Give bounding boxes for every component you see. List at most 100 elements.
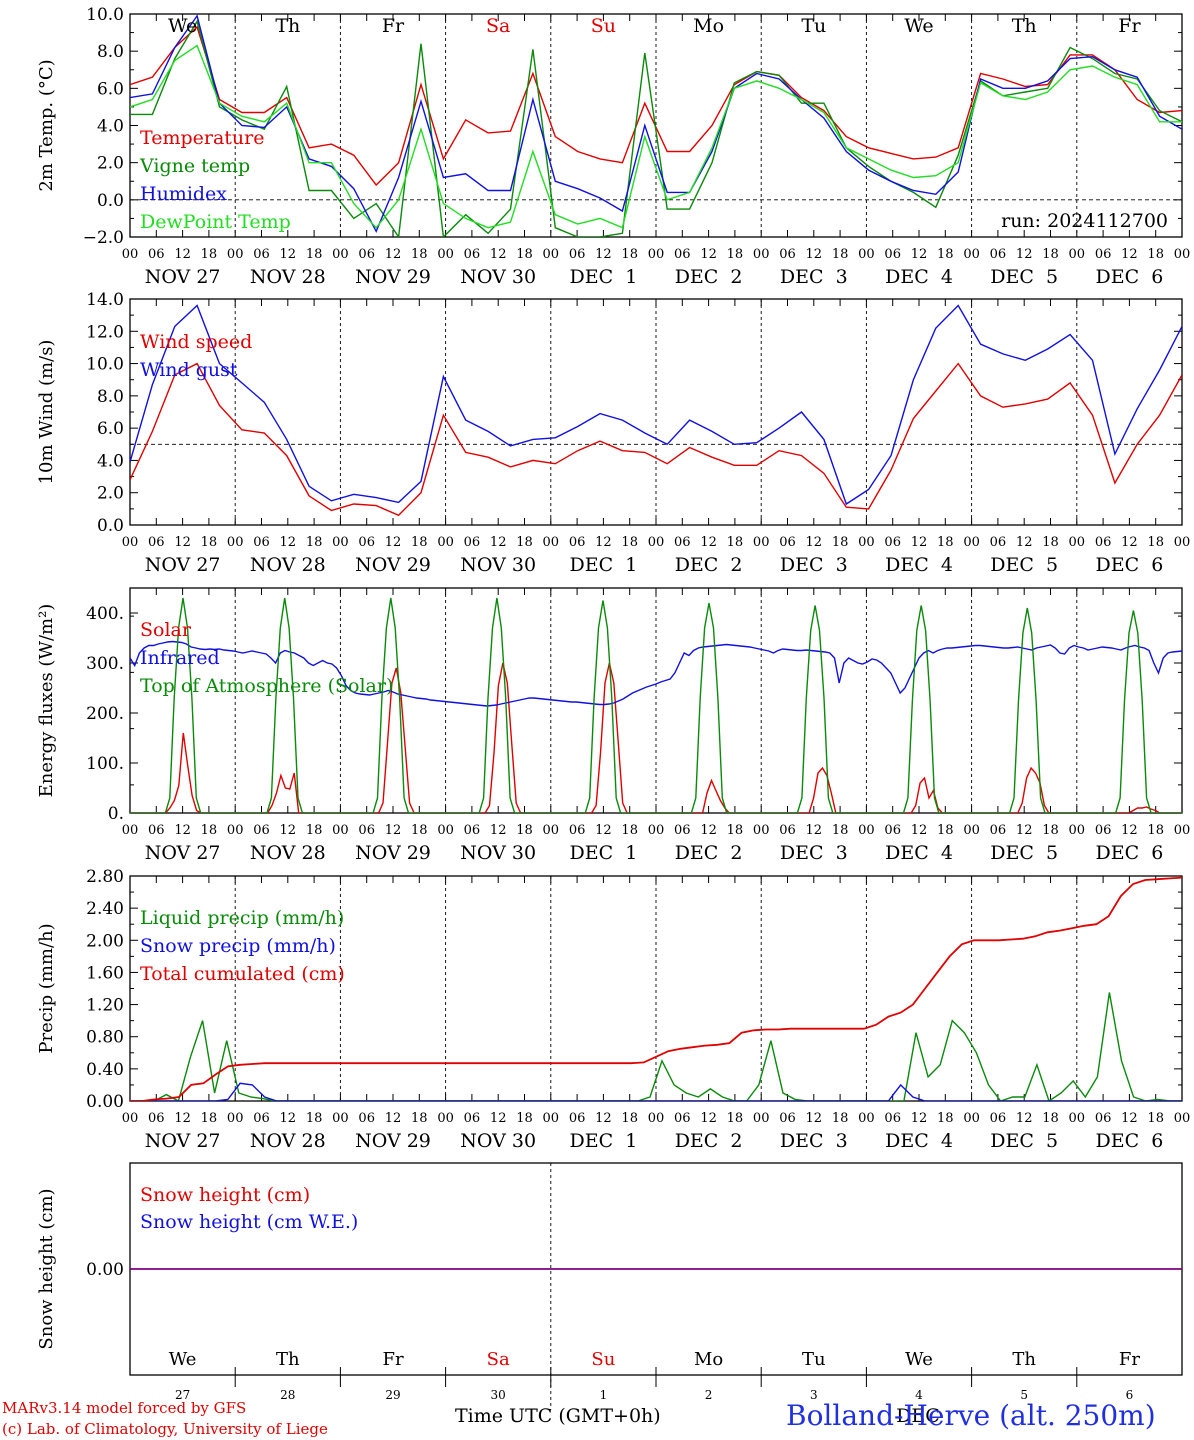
- weekday-label: Fr: [382, 15, 405, 37]
- hour-tick-label: 18: [201, 535, 218, 550]
- panel-1: −2.0 0.0 2.0 4.0 6.0 8.0 10.0 2m Temp. (°C) Temp…: [36, 5, 1190, 288]
- hour-tick-label: 12: [490, 247, 507, 262]
- hour-tick-label: 00: [858, 823, 875, 838]
- panel-5: 0.00 Snow height (cm) Snow height (cm) Snow…: [36, 1162, 1183, 1427]
- hour-tick-label: 18: [306, 535, 323, 550]
- hour-tick-label: 00: [1174, 1111, 1191, 1126]
- hour-tick-label: 18: [621, 1111, 638, 1126]
- y-tick-label: 300.: [86, 654, 124, 674]
- date-label: DEC 4: [885, 1130, 953, 1152]
- hour-tick-label: 06: [779, 535, 796, 550]
- weekday-label: Th: [275, 15, 300, 37]
- hour-tick-label: 06: [884, 1111, 901, 1126]
- hour-tick-label: 06: [253, 1111, 270, 1126]
- legend-entry: Wind speed: [140, 331, 252, 353]
- hour-tick-label: 18: [832, 247, 849, 262]
- hour-tick-label: 12: [911, 247, 928, 262]
- hour-tick-label: 06: [990, 247, 1007, 262]
- y-tick-label: 400.: [86, 604, 124, 624]
- hour-tick-label: 06: [990, 535, 1007, 550]
- hour-tick-label: 06: [253, 535, 270, 550]
- y-tick-label: 0.40: [86, 1060, 124, 1080]
- hour-tick-label: 00: [122, 247, 139, 262]
- hour-tick-label: 18: [937, 1111, 954, 1126]
- y-tick-label: 12.0: [86, 322, 124, 342]
- hour-tick-label: 18: [411, 823, 428, 838]
- hour-tick-label: 00: [648, 247, 665, 262]
- hour-tick-label: 00: [1069, 1111, 1086, 1126]
- y-axis-label: Snow height (cm): [36, 1188, 57, 1349]
- hour-tick-label: 12: [280, 1111, 297, 1126]
- hour-tick-label: 06: [1095, 823, 1112, 838]
- hour-tick-label: 00: [543, 247, 560, 262]
- hour-tick-label: 12: [385, 247, 402, 262]
- hour-tick-label: 12: [1016, 823, 1033, 838]
- y-tick-label: 1.20: [86, 996, 124, 1016]
- weekday-label: Th: [1012, 15, 1037, 37]
- series-line-blue: [130, 304, 1182, 506]
- hour-tick-label: 06: [990, 823, 1007, 838]
- weekday-label: Fr: [382, 1349, 403, 1370]
- hour-tick-label: 00: [1174, 823, 1191, 838]
- date-label: DEC 5: [990, 554, 1058, 576]
- hour-tick-label: 00: [963, 1111, 980, 1126]
- hour-tick-label: 18: [621, 247, 638, 262]
- hour-tick-label: 12: [806, 1111, 823, 1126]
- hour-tick-label: 00: [227, 1111, 244, 1126]
- date-label: DEC 3: [780, 266, 848, 288]
- hour-tick-label: 06: [464, 247, 481, 262]
- hour-tick-label: 06: [148, 1111, 165, 1126]
- hour-tick-label: 12: [280, 535, 297, 550]
- date-label: DEC 5: [990, 842, 1058, 864]
- legend-entry: Top of Atmosphere (Solar): [140, 675, 393, 697]
- hour-tick-label: 12: [595, 247, 612, 262]
- hour-tick-label: 12: [700, 535, 717, 550]
- hour-tick-label: 06: [148, 247, 165, 262]
- date-label: DEC 2: [675, 266, 743, 288]
- hour-tick-label: 00: [963, 535, 980, 550]
- day-number-label: 5: [1020, 1388, 1028, 1402]
- y-tick-label: 200.: [86, 704, 124, 724]
- hour-tick-label: 06: [1095, 1111, 1112, 1126]
- hour-tick-label: 12: [1016, 535, 1033, 550]
- hour-tick-label: 06: [358, 247, 375, 262]
- hour-tick-label: 00: [858, 1111, 875, 1126]
- y-tick-label: 2.00: [86, 931, 124, 951]
- y-tick-label: 2.0: [97, 154, 124, 174]
- date-label: DEC 5: [990, 266, 1058, 288]
- hour-tick-label: 12: [280, 823, 297, 838]
- hour-tick-label: 12: [385, 535, 402, 550]
- hour-tick-label: 12: [700, 1111, 717, 1126]
- day-number-label: 29: [385, 1388, 400, 1402]
- y-axis-label: 2m Temp. (°C): [36, 59, 57, 191]
- hour-tick-label: 12: [806, 823, 823, 838]
- date-label: NOV 29: [355, 842, 431, 864]
- y-tick-label: 0.80: [86, 1028, 124, 1048]
- hour-tick-label: 06: [569, 247, 586, 262]
- hour-tick-label: 00: [227, 247, 244, 262]
- hour-tick-label: 00: [227, 535, 244, 550]
- hour-tick-label: 18: [411, 247, 428, 262]
- hour-tick-label: 00: [332, 247, 349, 262]
- legend-entry: Temperature: [140, 127, 264, 149]
- date-label: DEC 1: [569, 842, 637, 864]
- series-line-green: [130, 992, 1182, 1101]
- hour-tick-label: 00: [753, 247, 770, 262]
- legend-entry: Liquid precip (mm/h): [140, 907, 344, 929]
- weekday-label: Mo: [693, 15, 724, 37]
- hour-tick-label: 12: [700, 823, 717, 838]
- hour-tick-label: 12: [1016, 1111, 1033, 1126]
- hour-tick-label: 00: [963, 247, 980, 262]
- legend-entry: Infrared: [140, 647, 220, 669]
- date-label: DEC 1: [569, 1130, 637, 1152]
- hour-tick-label: 18: [306, 247, 323, 262]
- hour-tick-label: 12: [911, 535, 928, 550]
- y-tick-label: 4.0: [97, 451, 124, 471]
- hour-tick-label: 18: [516, 247, 533, 262]
- weekday-label: Th: [276, 1349, 300, 1370]
- hour-tick-label: 06: [674, 823, 691, 838]
- y-tick-label: 4.0: [97, 117, 124, 137]
- hour-tick-label: 12: [174, 823, 191, 838]
- hour-tick-label: 00: [753, 535, 770, 550]
